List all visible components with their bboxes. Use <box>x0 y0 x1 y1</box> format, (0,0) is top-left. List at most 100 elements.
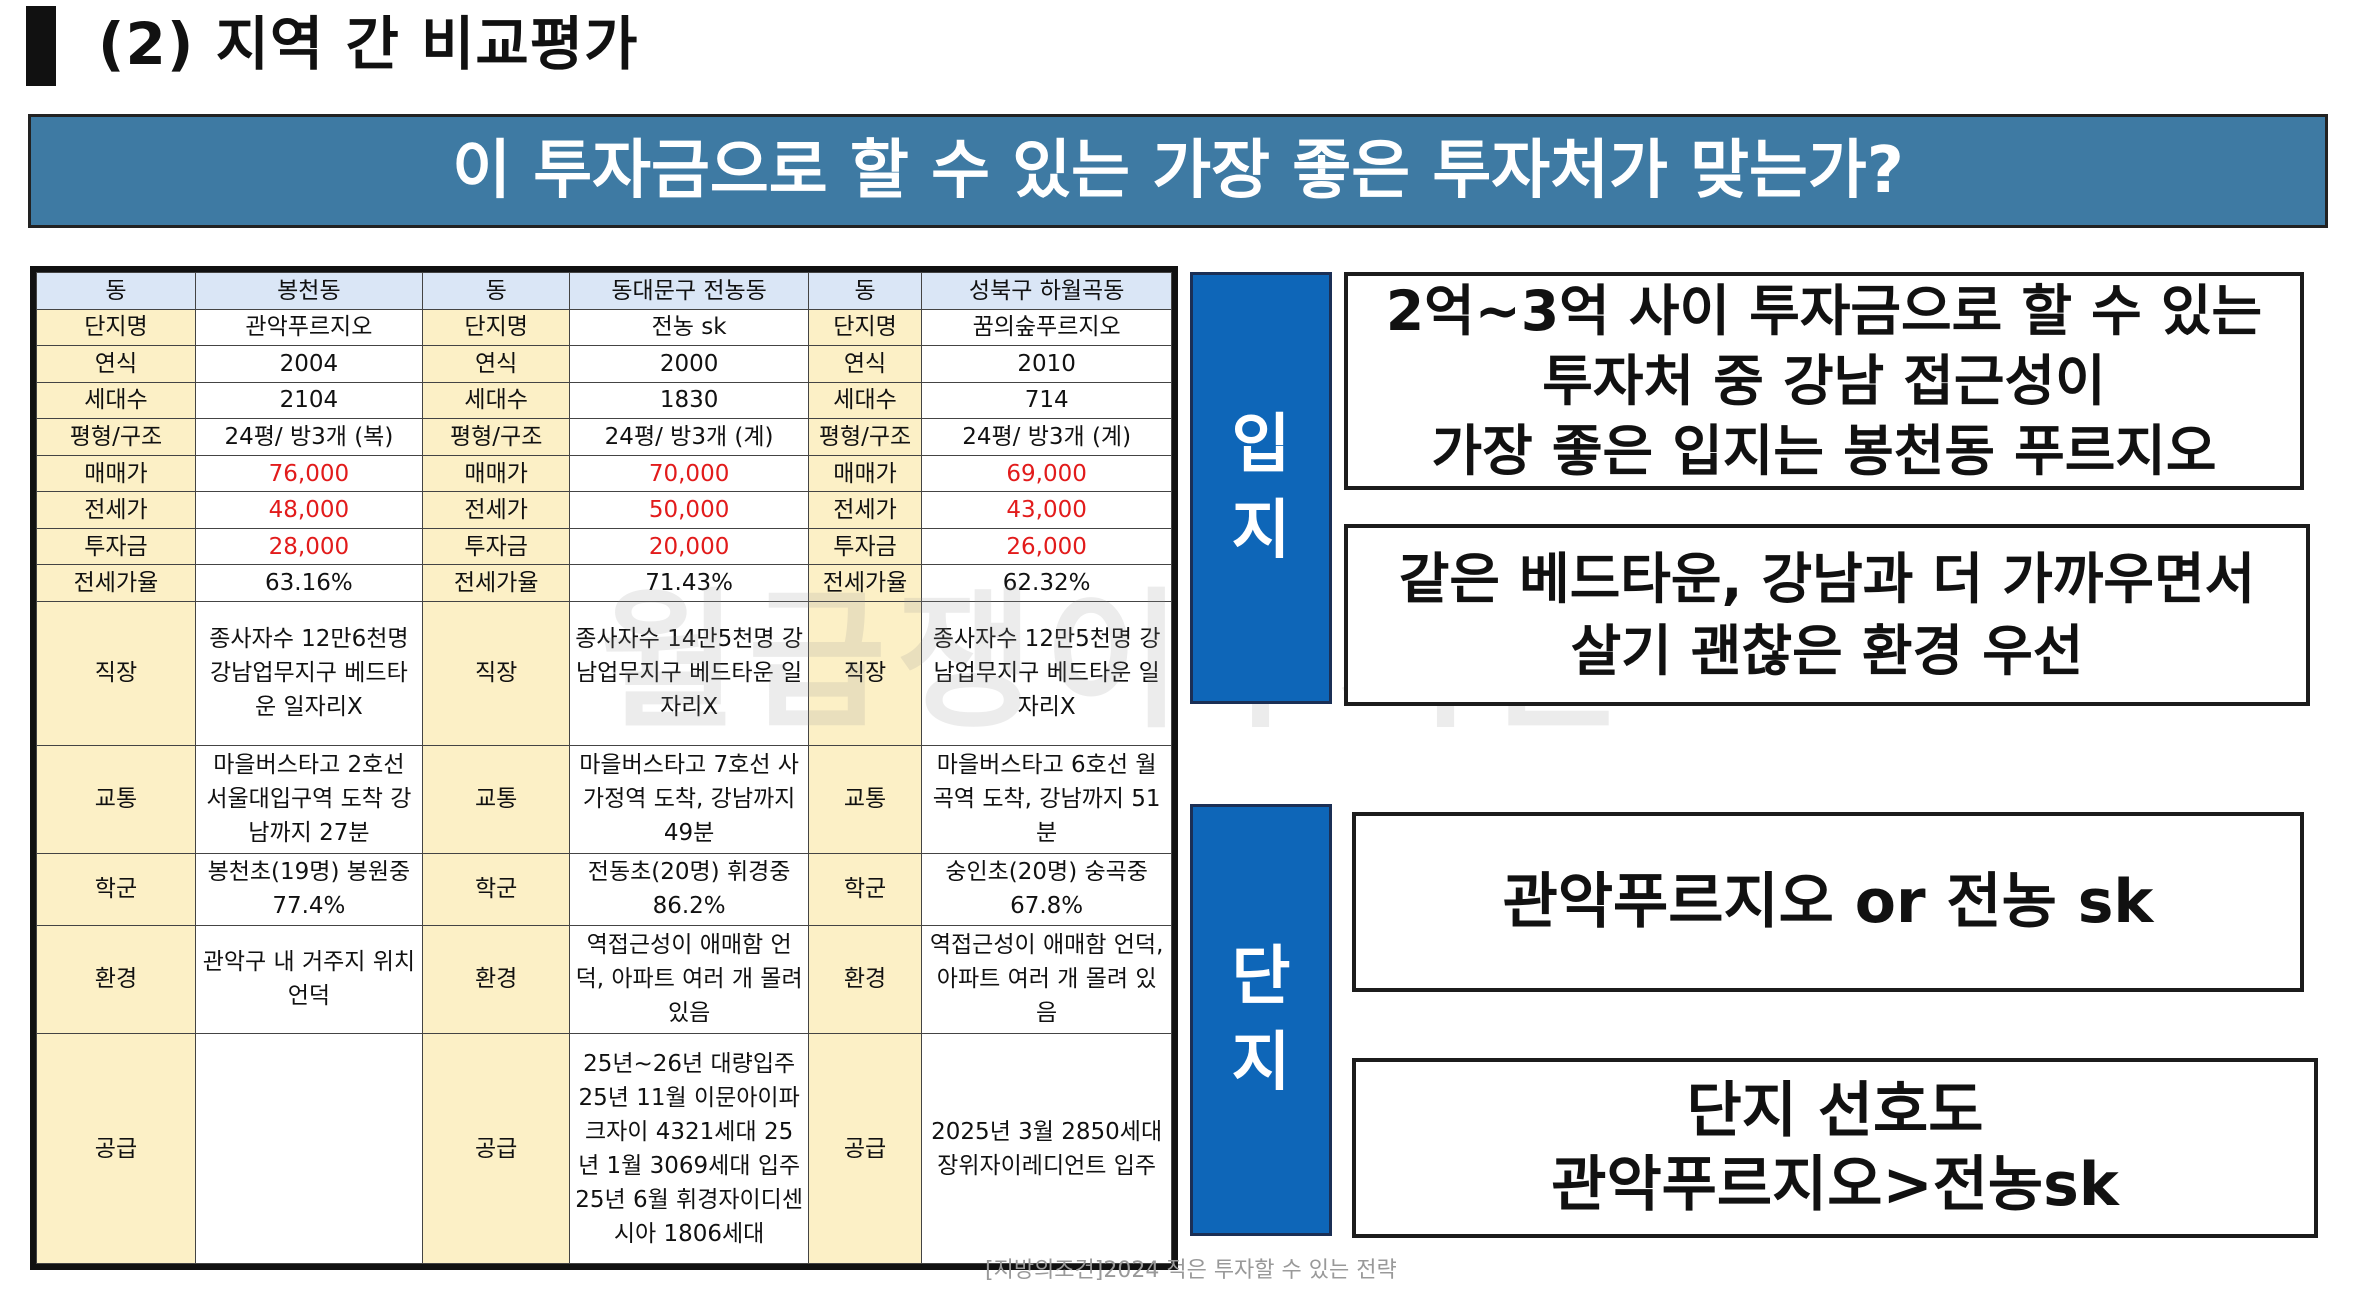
row-value-cell: 714 <box>921 381 1172 420</box>
row-value-cell: 2010 <box>921 345 1172 383</box>
row-value-cell: 전농 sk <box>569 308 809 347</box>
row-value-cell: 2025년 3월 2850세대 장위자이레디언트 입주 <box>921 1033 1172 1264</box>
tag-location-char: 지 <box>1231 494 1291 568</box>
tag-complex-char: 지 <box>1231 1026 1291 1100</box>
row-value-cell: 24평/ 방3개 (계) <box>921 418 1172 456</box>
row-label-cell: 직장 <box>807 600 923 747</box>
row-value-cell: 24평/ 방3개 (계) <box>569 418 809 456</box>
comparison-table: 동 봉천동 동 동대문구 전농동 동 성북구 하월곡동 단지명 관악푸르지오 단지명… <box>36 272 1172 1264</box>
row-label-cell: 교통 <box>421 745 571 854</box>
tag-location: 입 지 <box>1190 272 1332 704</box>
table-row: 투자금 28,000 투자금 20,000 투자금 26,000 <box>36 527 1172 566</box>
box-line: 살기 괜찮은 환경 우선 <box>1570 619 2084 683</box>
row-label-cell: 평형/구조 <box>421 418 571 456</box>
row-value-cell: 24평/ 방3개 (복) <box>194 418 423 456</box>
row-value-cell: 역접근성이 애매함 언덕, 아파트 여러 개 몰려있음 <box>569 924 809 1035</box>
row-value-cell: 26,000 <box>921 527 1172 566</box>
row-value-cell: 봉천초(19명) 봉원중 77.4% <box>194 852 423 926</box>
row-value-cell: 69,000 <box>921 454 1172 493</box>
row-value-cell: 꿈의숲푸르지오 <box>921 308 1172 347</box>
row-label-cell: 단지명 <box>421 308 571 347</box>
table-row: 직장 종사자수 12만6천명 강남업무지구 베드타운 일자리X 직장 종사자수 14만… <box>36 600 1172 747</box>
row-value-cell: 28,000 <box>194 527 423 566</box>
conclusion-box-preference: 단지 선호도 관악푸르지오>전농sk <box>1352 1058 2318 1238</box>
row-label-cell: 학군 <box>807 852 923 926</box>
row-label-cell: 투자금 <box>421 527 571 566</box>
table-row: 공급 공급 25년~26년 대량입주 25년 11월 이문아이파크자이 4321세대… <box>36 1033 1172 1264</box>
conclusion-box-environment: 같은 베드타운, 강남과 더 가까우면서 살기 괜찮은 환경 우선 <box>1344 524 2310 706</box>
row-label-cell: 환경 <box>36 924 196 1035</box>
row-value-cell: 20,000 <box>569 527 809 566</box>
row-value-cell: 역접근성이 애매함 언덕, 아파트 여러 개 몰려 있음 <box>921 924 1172 1035</box>
header-cell: 봉천동 <box>194 272 423 310</box>
row-value-cell: 62.32% <box>921 564 1172 602</box>
row-value-cell: 43,000 <box>921 491 1172 529</box>
row-label-cell: 학군 <box>36 852 196 926</box>
table-row: 전세가 48,000 전세가 50,000 전세가 43,000 <box>36 491 1172 529</box>
row-label-cell: 전세가 <box>807 491 923 529</box>
row-value-cell: 숭인초(20명) 숭곡중 67.8% <box>921 852 1172 926</box>
row-value-cell: 2004 <box>194 345 423 383</box>
row-label-cell: 교통 <box>36 745 196 854</box>
conclusion-box-location: 2억~3억 사이 투자금으로 할 수 있는 투자처 중 강남 접근성이 가장 좋… <box>1344 272 2304 490</box>
table-row: 세대수 2104 세대수 1830 세대수 714 <box>36 381 1172 420</box>
tag-complex: 단 지 <box>1190 804 1332 1236</box>
row-label-cell: 매매가 <box>807 454 923 493</box>
title-bar-marker <box>26 6 56 86</box>
row-label-cell: 전세가 <box>421 491 571 529</box>
row-value-cell: 마을버스타고 7호선 사가정역 도착, 강남까지 49분 <box>569 745 809 854</box>
row-label-cell: 세대수 <box>421 381 571 420</box>
row-value-cell: 종사자수 14만5천명 강남업무지구 베드타운 일자리X <box>569 600 809 747</box>
row-value-cell: 70,000 <box>569 454 809 493</box>
table-row: 단지명 관악푸르지오 단지명 전농 sk 단지명 꿈의숲푸르지오 <box>36 308 1172 347</box>
box-line: 가장 좋은 입지는 봉천동 푸르지오 <box>1431 419 2217 483</box>
row-label-cell: 연식 <box>807 345 923 383</box>
row-label-cell: 공급 <box>421 1033 571 1264</box>
row-label-cell: 세대수 <box>36 381 196 420</box>
row-value-cell: 관악구 내 거주지 위치 언덕 <box>194 924 423 1035</box>
row-value-cell: 종사자수 12만6천명 강남업무지구 베드타운 일자리X <box>194 600 423 747</box>
row-value-cell: 2000 <box>569 345 809 383</box>
row-label-cell: 투자금 <box>36 527 196 566</box>
row-value-cell: 63.16% <box>194 564 423 602</box>
row-label-cell: 단지명 <box>36 308 196 347</box>
box-line: 관악푸르지오>전농sk <box>1551 1150 2119 1220</box>
row-label-cell: 매매가 <box>36 454 196 493</box>
question-banner: 이 투자금으로 할 수 있는 가장 좋은 투자처가 맞는가? <box>28 114 2328 228</box>
table-row: 환경 관악구 내 거주지 위치 언덕 환경 역접근성이 애매함 언덕, 아파트 여러 … <box>36 924 1172 1035</box>
table-row: 연식 2004 연식 2000 연식 2010 <box>36 345 1172 383</box>
row-value-cell: 71.43% <box>569 564 809 602</box>
row-label-cell: 환경 <box>421 924 571 1035</box>
table-row: 학군 봉천초(19명) 봉원중 77.4% 학군 전동초(20명) 휘경중86.2% 학… <box>36 852 1172 926</box>
header-cell: 동대문구 전농동 <box>569 272 809 310</box>
row-value-cell: 전동초(20명) 휘경중86.2% <box>569 852 809 926</box>
row-value-cell: 마을버스타고 6호선 월곡역 도착, 강남까지 51분 <box>921 745 1172 854</box>
page-title: (2) 지역 간 비교평가 <box>98 10 639 78</box>
row-label-cell: 공급 <box>807 1033 923 1264</box>
box-line: 2억~3억 사이 투자금으로 할 수 있는 <box>1385 279 2263 343</box>
row-label-cell: 환경 <box>807 924 923 1035</box>
row-label-cell: 교통 <box>807 745 923 854</box>
header-cell: 성북구 하월곡동 <box>921 272 1172 310</box>
row-value-cell: 50,000 <box>569 491 809 529</box>
row-label-cell: 직장 <box>421 600 571 747</box>
comparison-table-container: 동 봉천동 동 동대문구 전농동 동 성북구 하월곡동 단지명 관악푸르지오 단지명… <box>30 266 1178 1270</box>
row-label-cell: 공급 <box>36 1033 196 1264</box>
table-row: 매매가 76,000 매매가 70,000 매매가 69,000 <box>36 454 1172 493</box>
box-line: 같은 베드타운, 강남과 더 가까우면서 <box>1398 547 2256 611</box>
row-label-cell: 전세가율 <box>807 564 923 602</box>
table-header-row: 동 봉천동 동 동대문구 전농동 동 성북구 하월곡동 <box>36 272 1172 310</box>
header-cell: 동 <box>807 272 923 310</box>
row-label-cell: 연식 <box>421 345 571 383</box>
row-label-cell: 평형/구조 <box>36 418 196 456</box>
row-label-cell: 학군 <box>421 852 571 926</box>
header-cell: 동 <box>421 272 571 310</box>
tag-location-char: 입 <box>1231 408 1291 482</box>
row-value-cell: 마을버스타고 2호선 서울대입구역 도착 강남까지 27분 <box>194 745 423 854</box>
box-line: 단지 선호도 <box>1686 1076 1984 1146</box>
row-label-cell: 전세가율 <box>36 564 196 602</box>
row-label-cell: 전세가 <box>36 491 196 529</box>
row-value-cell: 2104 <box>194 381 423 420</box>
row-label-cell: 평형/구조 <box>807 418 923 456</box>
row-value-cell: 48,000 <box>194 491 423 529</box>
